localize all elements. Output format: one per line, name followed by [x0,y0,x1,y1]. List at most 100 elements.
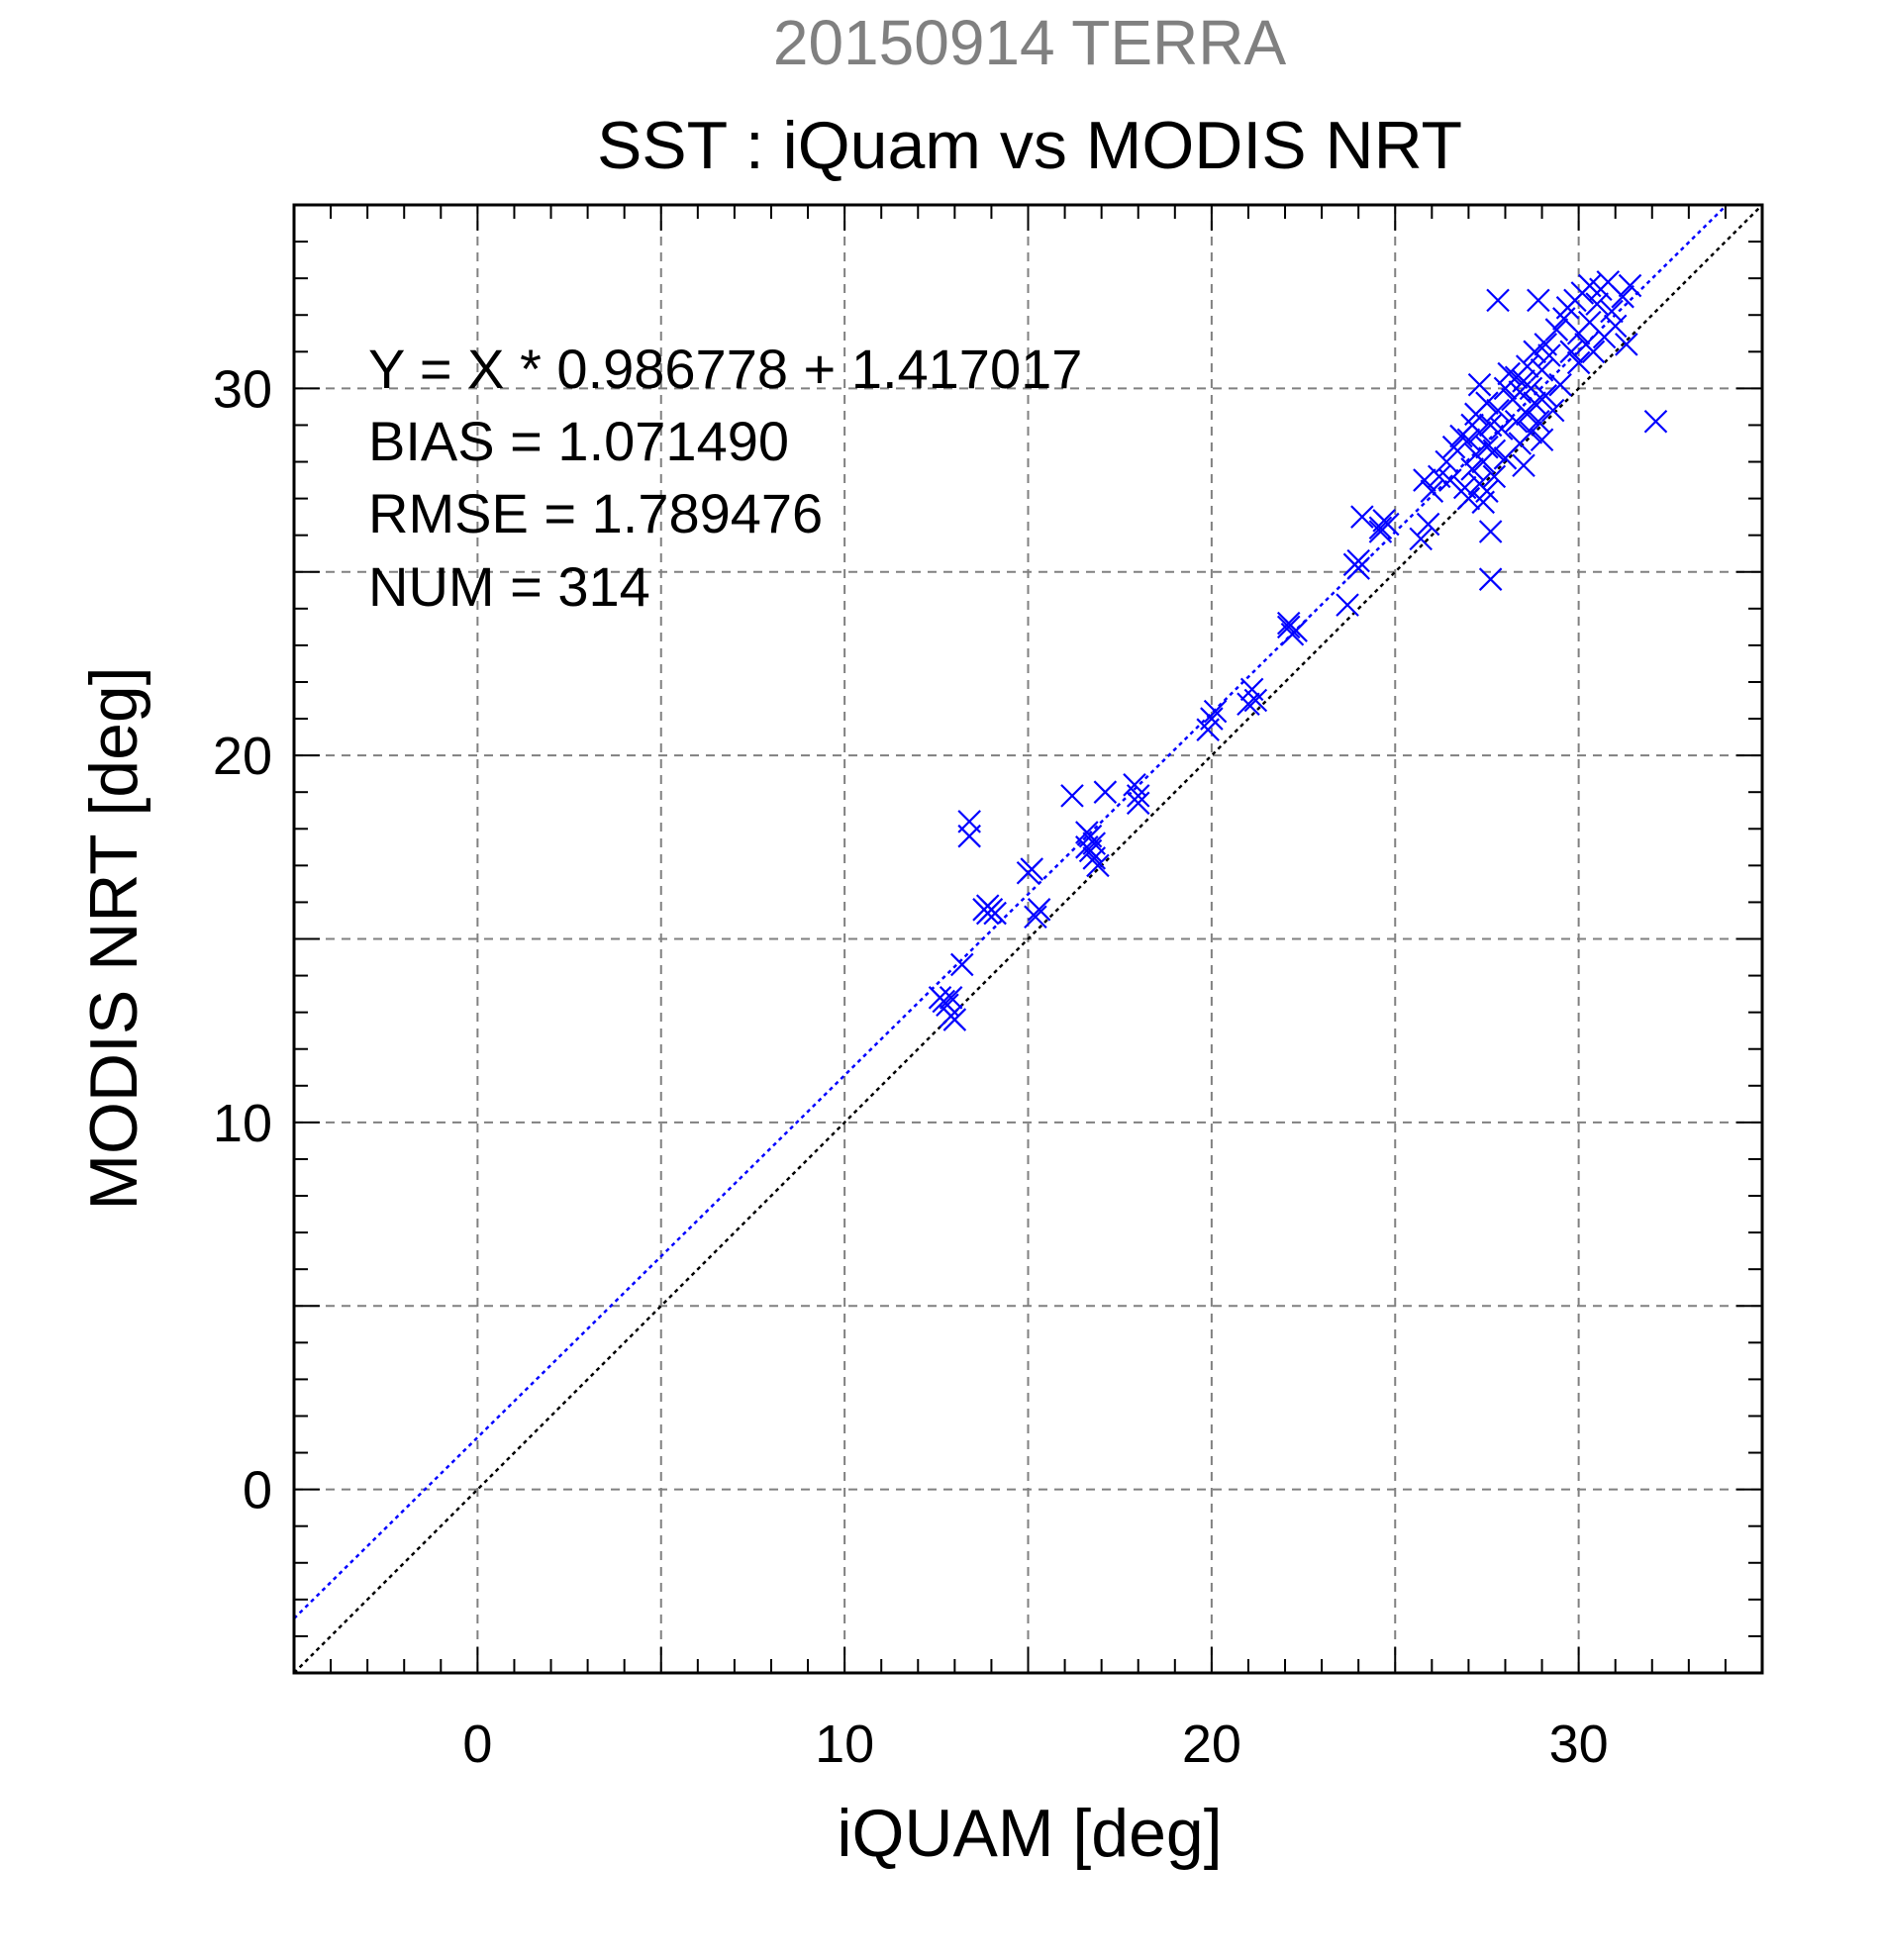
data-point [1203,699,1228,724]
data-point [1475,391,1499,415]
data-point [1346,548,1370,573]
data-points [928,270,1668,1031]
data-point [1420,479,1444,503]
bias-value: BIAS = 1.071490 [368,410,789,472]
data-point [1486,398,1510,423]
data-point [1600,299,1624,324]
y-tick-label: 10 [213,1094,272,1153]
data-point [1544,318,1569,342]
data-point [1534,384,1558,408]
x-tick-label: 0 [462,1715,492,1774]
data-point [1615,333,1638,356]
data-point [1368,520,1393,543]
data-point [1512,453,1535,478]
data-point [1438,468,1462,492]
data-point [1478,567,1503,591]
x-axis-label: iQUAM [deg] [837,1796,1222,1871]
data-point [1475,479,1499,503]
data-point [1276,611,1301,636]
data-point [1350,505,1374,529]
data-point [1441,435,1466,459]
chart-subtitle: SST : iQuam vs MODIS NRT [597,108,1462,183]
data-point [1467,372,1492,397]
data-point [1276,615,1301,639]
y-axis-label: MODIS NRT [deg] [76,666,151,1210]
plot-frame [292,203,1764,1675]
chart-title: 20150914 TERRA [773,7,1287,78]
data-point [1020,857,1043,881]
data-point [1460,457,1484,481]
data-point [1566,350,1591,375]
data-point [1456,428,1481,452]
data-point [1489,417,1514,441]
data-point [1559,340,1583,364]
stats-annotation: Y = X * 0.986778 + 1.417017 BIAS = 1.071… [368,338,1082,618]
data-point [1237,692,1260,716]
identity-line [293,204,1763,1674]
data-point [1515,402,1539,427]
data-point [1086,853,1110,878]
reference-lines [293,204,1763,1674]
data-point [1478,520,1503,543]
tick-labels: 0 10 20 30 0 10 20 30 [213,359,1609,1774]
data-point [1467,421,1492,444]
x-tick-label: 20 [1182,1715,1241,1774]
data-point [1475,435,1499,459]
data-point [939,986,963,1010]
data-point [1093,780,1118,804]
data-point [1523,391,1546,415]
data-point [1548,372,1572,397]
fit-line [293,204,1729,1619]
data-point [1346,556,1370,580]
data-point [1585,292,1609,316]
data-point [1497,361,1521,386]
data-point [1336,593,1359,617]
data-point [1504,409,1529,434]
data-point [1200,707,1224,731]
y-tick-label: 0 [243,1461,272,1520]
fit-equation: Y = X * 0.986778 + 1.417017 [368,338,1082,400]
data-point [1486,288,1510,313]
data-point [1537,343,1561,367]
data-point [957,824,981,848]
axis-ticks [294,205,1762,1673]
data-point [1523,340,1546,364]
data-point [1082,832,1107,855]
data-point [1060,784,1084,808]
data-point [1416,512,1440,537]
data-point [1527,288,1550,313]
data-point [1456,486,1481,511]
data-point [1603,314,1628,339]
x-tick-label: 30 [1549,1715,1609,1774]
x-tick-label: 10 [815,1715,874,1774]
data-point [1413,468,1436,492]
data-point [975,894,1000,918]
data-point [1126,791,1150,816]
data-point [1618,273,1642,298]
data-point [1435,449,1458,474]
data-point [1530,428,1554,452]
data-point [1643,409,1668,434]
data-point [1515,354,1539,378]
data-point [1519,376,1543,401]
data-point [1530,358,1554,382]
data-point [1243,688,1268,713]
rmse-value: RMSE = 1.789476 [368,482,823,544]
data-point [1027,898,1051,922]
data-point [939,1004,963,1029]
y-tick-label: 30 [213,359,272,419]
y-tick-label: 20 [213,727,272,786]
data-point [1611,284,1634,309]
data-point [1482,439,1507,463]
data-point [1126,784,1150,808]
data-point [1482,464,1507,489]
data-point [949,952,974,977]
data-point [1024,905,1047,930]
data-point [1540,398,1565,423]
num-value: NUM = 314 [368,555,650,618]
data-point [1581,340,1606,364]
data-point [1519,421,1543,444]
data-point [1409,527,1433,551]
